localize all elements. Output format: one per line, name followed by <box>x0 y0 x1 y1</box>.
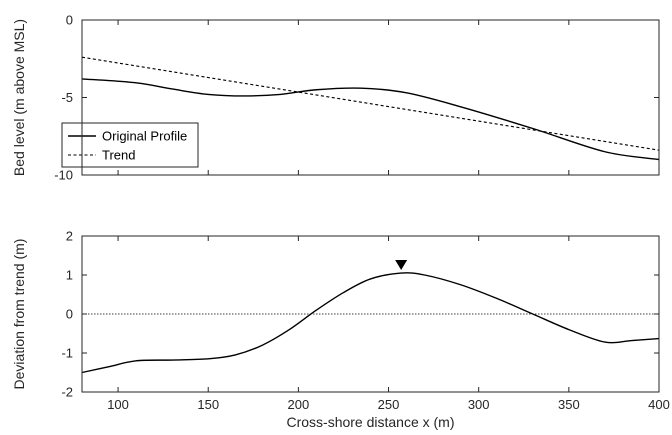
bottom-series-group <box>81 272 660 374</box>
bottom-y-tick-label: 0 <box>66 307 73 322</box>
top-y-axis-label: Bed level (m above MSL) <box>11 19 27 176</box>
top-y-tick-label: -10 <box>54 168 73 183</box>
bottom-x-tick-label: 100 <box>107 397 129 412</box>
top-y-tick-label: 0 <box>66 13 73 28</box>
x-axis-label: Cross-shore distance x (m) <box>286 414 454 430</box>
bottom-y-tick-label: -2 <box>61 385 73 400</box>
legend: Original Profile Trend <box>61 122 199 168</box>
top-series-line-0 <box>81 78 660 161</box>
bottom-x-tick-label: 400 <box>648 397 670 412</box>
top-ticks: 0 -5 -10 <box>54 13 660 183</box>
bottom-series-line-0 <box>81 272 660 374</box>
legend-entry-1: Trend <box>102 148 135 163</box>
bottom-ticks: 100 150 200 250 300 350 400 2 1 0 -1 -2 <box>61 229 669 413</box>
peak-marker <box>395 260 408 271</box>
bottom-y-tick-label: 2 <box>66 229 73 244</box>
bottom-x-tick-label: 150 <box>197 397 219 412</box>
bottom-x-tick-label: 250 <box>378 397 400 412</box>
bottom-y-tick-label: 1 <box>66 268 73 283</box>
top-y-tick-label: -5 <box>61 90 73 105</box>
legend-box <box>61 122 199 168</box>
top-series-group <box>81 56 660 161</box>
bottom-x-tick-label: 300 <box>468 397 490 412</box>
bottom-panel: 100 150 200 250 300 350 400 2 1 0 -1 -2 Deviation f… <box>11 229 670 431</box>
bottom-x-tick-label: 200 <box>288 397 310 412</box>
legend-entry-0: Original Profile <box>102 129 187 144</box>
bottom-x-tick-label: 350 <box>558 397 580 412</box>
top-panel: Original Profile Trend 0 -5 -10 Bed level (… <box>11 13 660 183</box>
bottom-y-tick-label: -1 <box>61 346 73 361</box>
top-series-line-1 <box>81 56 660 151</box>
bottom-y-axis-label: Deviation from trend (m) <box>11 239 27 390</box>
